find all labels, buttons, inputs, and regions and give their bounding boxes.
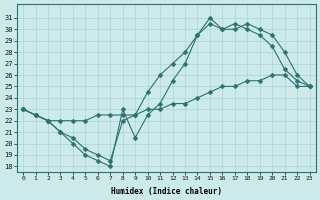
X-axis label: Humidex (Indice chaleur): Humidex (Indice chaleur)	[111, 187, 222, 196]
